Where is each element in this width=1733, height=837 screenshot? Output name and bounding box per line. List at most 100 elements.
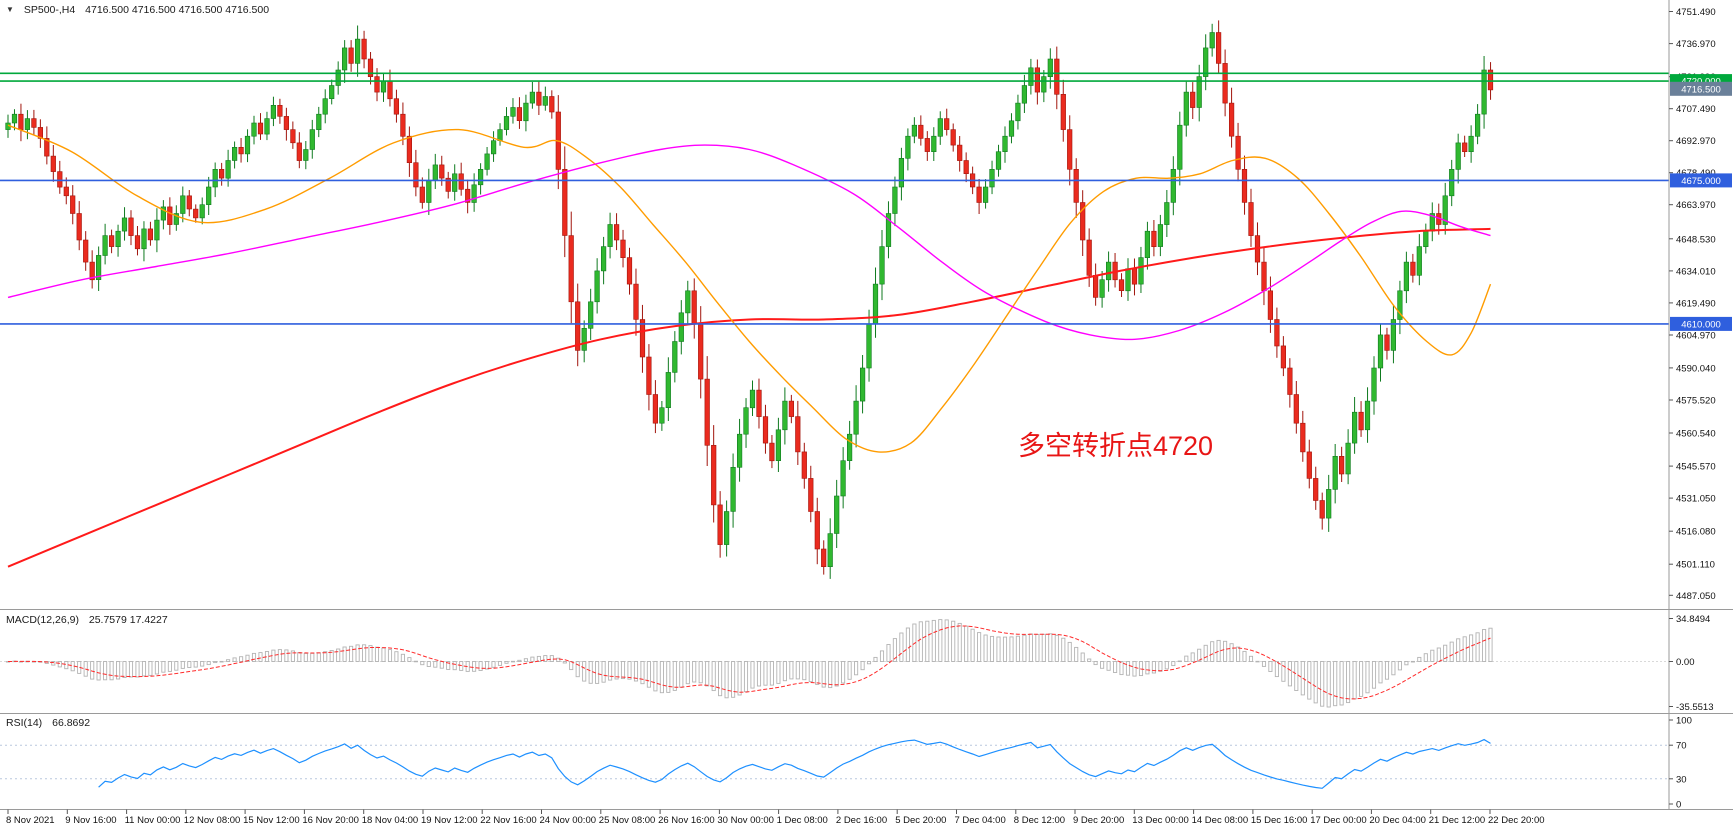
candle-body bbox=[1267, 290, 1273, 320]
time-axis-label: 22 Dec 20:00 bbox=[1488, 815, 1545, 826]
candle-body bbox=[18, 113, 24, 130]
candle-body bbox=[180, 195, 186, 214]
candle-body bbox=[1326, 489, 1332, 519]
candle-body bbox=[711, 444, 717, 506]
candle-body bbox=[1377, 334, 1384, 369]
candle-body bbox=[1002, 135, 1008, 152]
candle-body bbox=[1118, 279, 1125, 292]
time-axis-label: 15 Nov 12:00 bbox=[243, 815, 300, 826]
candle-body bbox=[393, 98, 400, 115]
candle-body bbox=[1047, 58, 1053, 78]
candle-body bbox=[1086, 239, 1092, 276]
candle-body bbox=[1397, 290, 1403, 320]
candle-body bbox=[1455, 142, 1461, 170]
time-axis-label: 16 Nov 20:00 bbox=[302, 815, 359, 826]
price-axis-label: 4531.050 bbox=[1676, 494, 1716, 505]
candle-body bbox=[70, 195, 76, 214]
candle-body bbox=[329, 85, 335, 99]
candle-body bbox=[963, 160, 969, 174]
candle-body bbox=[1287, 367, 1293, 395]
annotation-text: 多空转折点4720 bbox=[1018, 431, 1214, 462]
candle-body bbox=[821, 548, 827, 568]
time-axis[interactable]: 8 Nov 2021 9 Nov 16:00 11 Nov 00:00 12 Nov … bbox=[6, 809, 1545, 827]
macd-axis-label: 34.8494 bbox=[1676, 614, 1710, 625]
candle-body bbox=[892, 186, 898, 214]
candle-body bbox=[756, 389, 762, 417]
candle-body bbox=[594, 270, 600, 303]
candle-body bbox=[568, 235, 574, 303]
candle-body bbox=[1157, 224, 1163, 247]
candle-body bbox=[529, 91, 535, 104]
candle-body bbox=[866, 323, 872, 369]
chart-dropdown-icon[interactable]: ▼ bbox=[6, 5, 14, 14]
candle-body bbox=[1319, 500, 1325, 519]
svg-text:4675.000: 4675.000 bbox=[1681, 176, 1721, 187]
candle-body bbox=[1125, 268, 1131, 292]
candle-body bbox=[154, 219, 160, 241]
candle-body bbox=[465, 188, 471, 203]
candle-body bbox=[652, 394, 658, 424]
candle-body bbox=[1332, 455, 1338, 490]
candle-body bbox=[277, 105, 283, 117]
candle-body bbox=[380, 80, 387, 93]
candle-body bbox=[937, 118, 943, 137]
price-axis-label: 4590.040 bbox=[1676, 363, 1716, 374]
time-axis-label: 18 Nov 04:00 bbox=[362, 815, 419, 826]
candle-body bbox=[477, 169, 484, 186]
price-axis-label: 4634.010 bbox=[1676, 266, 1716, 277]
ma-fast-magenta-line bbox=[7, 144, 1491, 341]
candle-body bbox=[199, 204, 205, 219]
candle-body bbox=[96, 255, 102, 280]
candle-body bbox=[1358, 411, 1364, 431]
candle-body bbox=[322, 98, 328, 115]
price-axis[interactable]: 4751.4904736.9704721.9904707.4904692.970… bbox=[1669, 7, 1716, 811]
symbol-info-bar: ▼ SP500-,H4 4716.500 4716.500 4716.500 4… bbox=[6, 4, 276, 16]
candle-body bbox=[898, 158, 904, 188]
candle-body bbox=[1209, 32, 1215, 49]
candle-body bbox=[600, 246, 607, 272]
price-axis-label: 4575.520 bbox=[1676, 396, 1716, 407]
candle-body bbox=[503, 116, 510, 130]
ma-slow-red-line bbox=[7, 227, 1491, 568]
candle-body bbox=[426, 180, 432, 203]
candle-body bbox=[484, 153, 490, 170]
rsi-label: RSI(14) bbox=[6, 717, 43, 729]
candle-body bbox=[1041, 76, 1047, 93]
candle-body bbox=[1248, 202, 1254, 236]
candle-body bbox=[303, 149, 309, 161]
candle-body bbox=[717, 504, 723, 545]
candle-body bbox=[121, 217, 128, 232]
candle-body bbox=[1313, 478, 1319, 501]
candle-body bbox=[354, 38, 361, 64]
candle-body bbox=[536, 91, 542, 106]
candle-body bbox=[1449, 169, 1455, 197]
candle-body bbox=[775, 429, 781, 461]
candle-body bbox=[1008, 120, 1015, 137]
candle-body bbox=[387, 80, 393, 100]
candle-body bbox=[1196, 76, 1202, 108]
time-axis-label: 21 Dec 12:00 bbox=[1429, 815, 1486, 826]
price-axis-label: 4604.970 bbox=[1676, 331, 1716, 342]
candle-body bbox=[1280, 345, 1286, 369]
time-axis-label: 12 Nov 08:00 bbox=[184, 815, 241, 826]
candle-body bbox=[1235, 135, 1241, 170]
price-axis-label: 4560.540 bbox=[1676, 429, 1716, 440]
candle-body bbox=[1416, 246, 1422, 276]
candle-body bbox=[1080, 202, 1086, 241]
macd-axis-label: -35.5513 bbox=[1676, 702, 1714, 713]
candle-body bbox=[316, 113, 322, 130]
time-axis-label: 17 Dec 00:00 bbox=[1310, 815, 1367, 826]
time-axis-label: 14 Dec 08:00 bbox=[1192, 815, 1249, 826]
candle-body bbox=[251, 122, 257, 137]
candle-body bbox=[497, 129, 503, 141]
candle-body bbox=[957, 144, 963, 161]
candle-body bbox=[1261, 261, 1267, 292]
candle-body bbox=[846, 433, 853, 462]
candle-body bbox=[633, 283, 639, 320]
candle-body bbox=[879, 246, 885, 285]
candle-body bbox=[1151, 230, 1157, 247]
candle-body bbox=[950, 129, 956, 146]
candle-body bbox=[432, 164, 438, 181]
candle-body bbox=[704, 378, 710, 446]
